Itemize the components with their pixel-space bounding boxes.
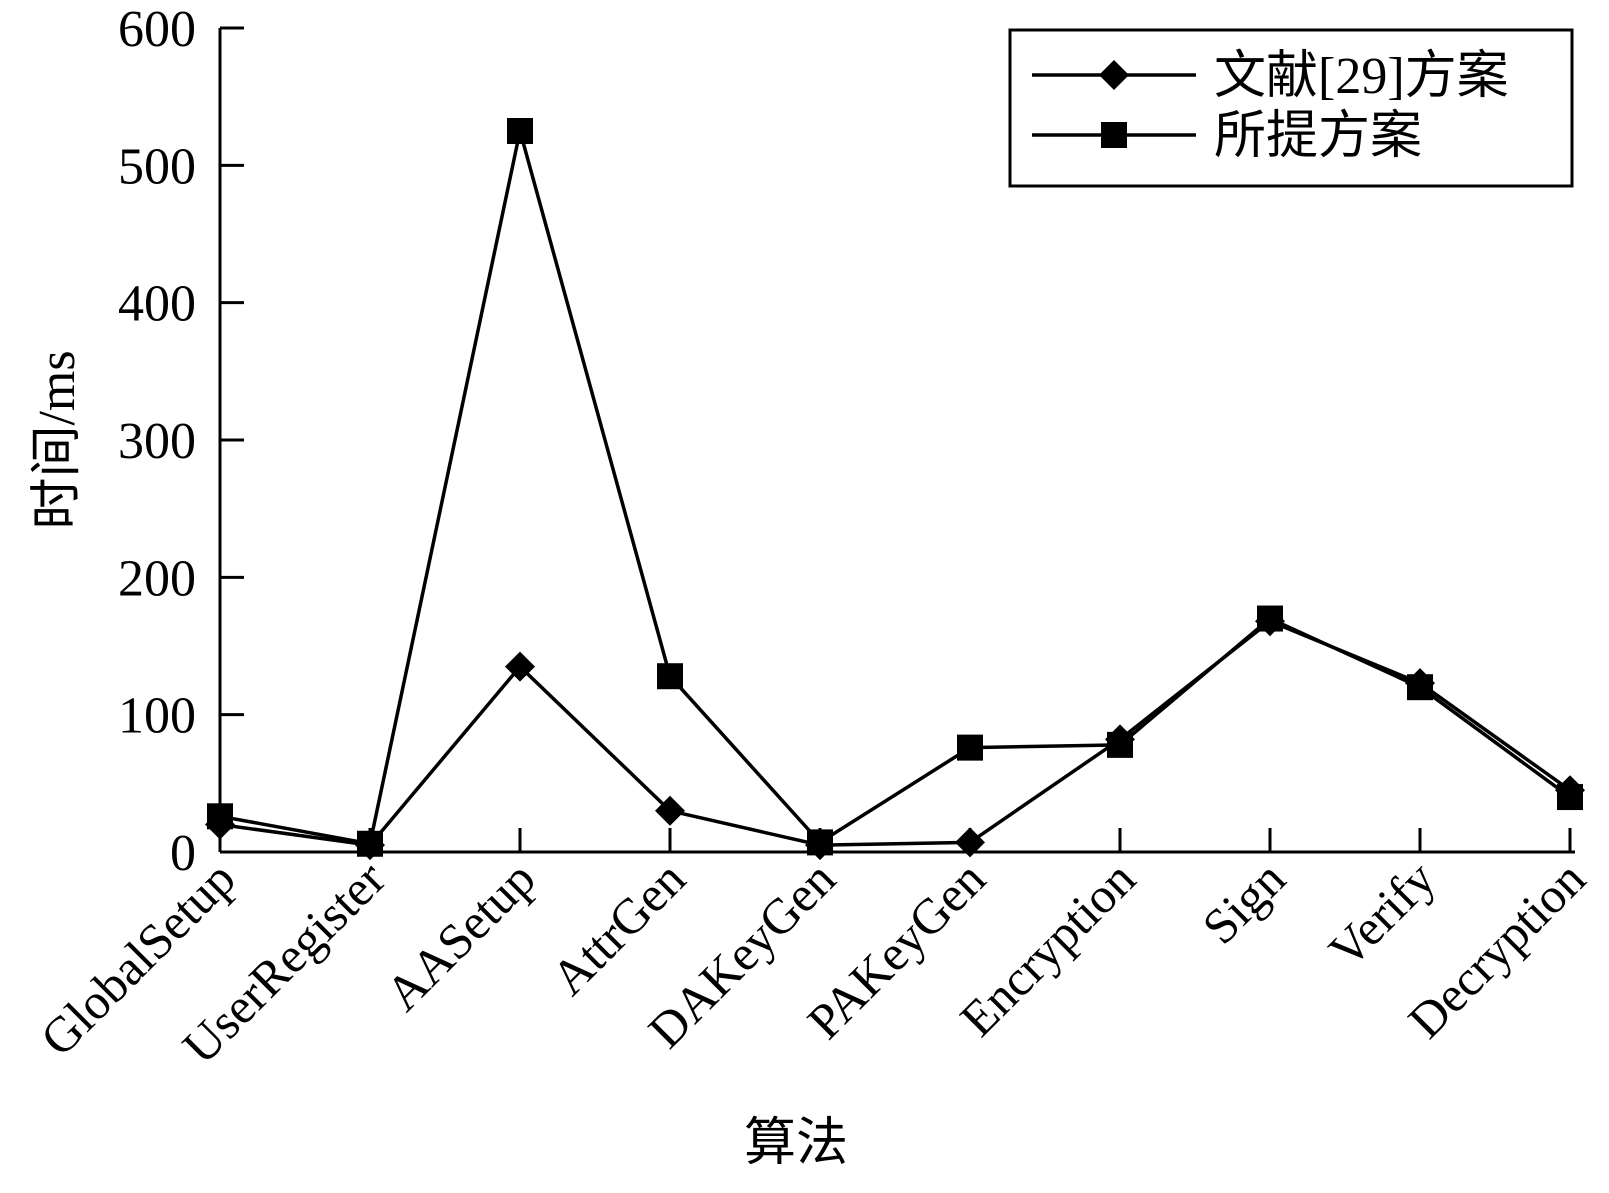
x-tick-label: AASetup — [375, 850, 546, 1021]
series-proposed — [207, 118, 1583, 857]
y-tick-label: 500 — [118, 138, 196, 195]
data-point — [1557, 784, 1583, 811]
data-point — [657, 663, 683, 690]
x-tick-label: Verify — [1318, 850, 1446, 978]
series-group — [205, 118, 1585, 861]
series-line — [219, 619, 1572, 847]
data-point — [655, 795, 685, 826]
y-tick-label: 600 — [118, 1, 196, 58]
series-line — [219, 130, 1572, 846]
legend-item: 文献[29]方案 — [1032, 48, 1509, 105]
data-point — [1407, 674, 1433, 701]
legend-item: 所提方案 — [1032, 108, 1422, 165]
x-tick-label: Sign — [1191, 850, 1295, 954]
data-point — [507, 118, 533, 144]
y-tick-label: 200 — [118, 550, 196, 607]
data-point — [207, 803, 233, 830]
legend-marker — [1101, 122, 1127, 148]
legend-marker — [1099, 60, 1129, 90]
y-tick-label: 300 — [118, 413, 196, 470]
y-tick-label: 400 — [118, 276, 196, 333]
legend-label: 所提方案 — [1214, 108, 1422, 165]
x-tick-label: AttrGen — [540, 850, 695, 1005]
data-point — [957, 734, 983, 761]
data-point — [955, 827, 985, 858]
data-point — [1107, 731, 1133, 758]
y-ticks: 0 100 200 300 400 500 600 — [118, 1, 244, 882]
data-point — [1257, 605, 1283, 632]
legend-box — [1008, 28, 1574, 188]
x-ticks: GlobalSetupUserRegisterAASetupAttrGenDAK… — [29, 828, 1596, 1074]
data-point — [357, 830, 383, 857]
y-tick-label: 100 — [118, 688, 196, 745]
data-point — [505, 651, 535, 682]
data-point — [807, 829, 833, 856]
x-axis-title: 算法 — [744, 1115, 848, 1172]
y-axis-title: 时间/ms — [29, 350, 86, 529]
legend-label: 文献[29]方案 — [1214, 48, 1509, 105]
y-tick-label: 0 — [170, 825, 196, 882]
